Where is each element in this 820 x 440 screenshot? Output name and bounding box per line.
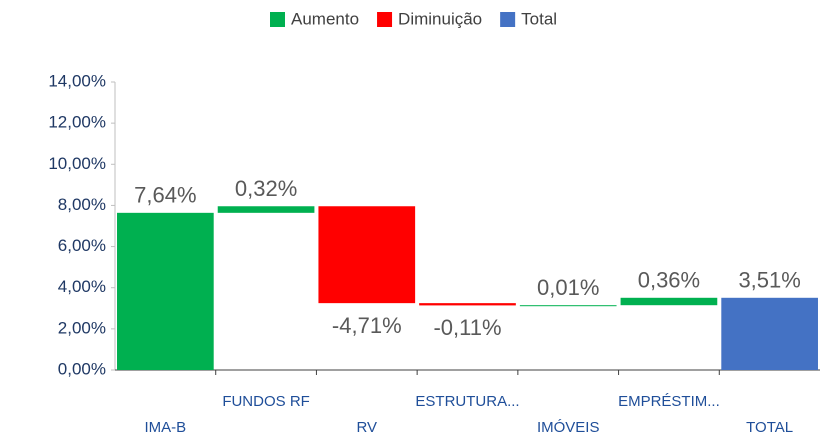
legend-swatch	[377, 12, 393, 27]
legend-label: Total	[521, 9, 557, 28]
legend-label: Diminuição	[398, 9, 482, 28]
data-label: -4,71%	[332, 313, 402, 338]
y-tick-label: 8,00%	[58, 195, 106, 214]
y-tick-label: 10,00%	[48, 154, 106, 173]
data-label: -0,11%	[433, 315, 501, 340]
y-tick-label: 12,00%	[48, 113, 106, 132]
x-tick-label: IMA-B	[145, 419, 187, 436]
bar	[721, 297, 818, 370]
x-tick-label: EMPRÉSTIM...	[618, 393, 720, 410]
x-tick-label: IMÓVEIS	[537, 419, 600, 436]
bar	[318, 206, 416, 304]
data-label: 0,32%	[235, 176, 297, 201]
legend-swatch	[500, 12, 516, 27]
bar	[217, 206, 315, 213]
y-tick-label: 2,00%	[58, 318, 106, 337]
bar	[519, 305, 617, 307]
data-label: 3,51%	[738, 268, 800, 293]
x-tick-label: RV	[356, 419, 377, 436]
bar	[419, 303, 516, 306]
bar	[620, 297, 718, 306]
y-tick-label: 4,00%	[58, 277, 106, 296]
data-label: 0,36%	[638, 268, 700, 293]
data-label: 0,01%	[537, 275, 599, 300]
x-tick-label: ESTRUTURA...	[415, 393, 519, 410]
y-tick-label: 0,00%	[58, 359, 106, 378]
bar	[117, 212, 214, 370]
legend-label: Aumento	[291, 9, 359, 28]
legend-swatch	[270, 12, 285, 27]
y-tick-label: 6,00%	[58, 236, 106, 255]
x-tick-label: TOTAL	[746, 419, 793, 436]
y-tick-label: 14,00%	[48, 71, 106, 90]
x-tick-label: FUNDOS RF	[222, 393, 310, 410]
data-label: 7,64%	[134, 183, 196, 208]
